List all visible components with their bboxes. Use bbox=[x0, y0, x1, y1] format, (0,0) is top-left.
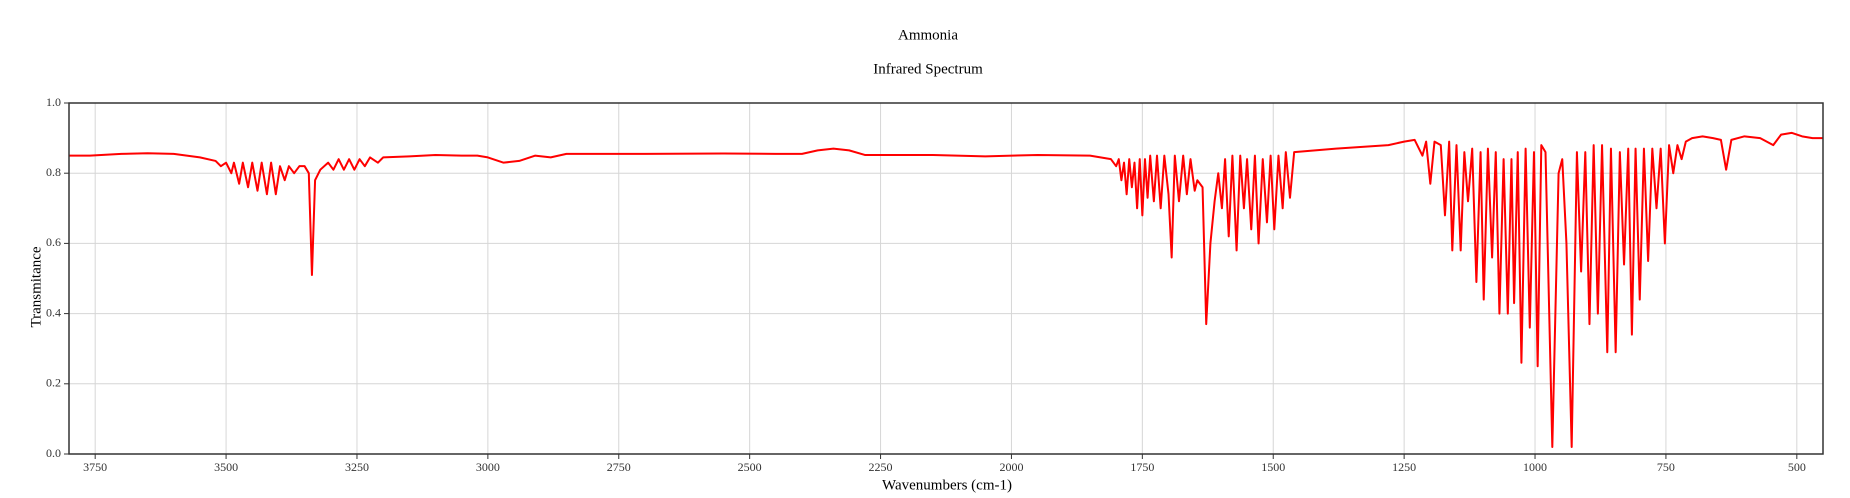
x-tick-label: 2250 bbox=[869, 460, 893, 474]
x-tick-label: 3500 bbox=[214, 460, 238, 474]
x-tick-label: 2000 bbox=[999, 460, 1023, 474]
plot-frame bbox=[68, 102, 1824, 455]
x-tick-label: 2750 bbox=[607, 460, 631, 474]
x-tick-label: 3000 bbox=[476, 460, 500, 474]
y-tick-label: 0.2 bbox=[46, 376, 61, 390]
x-tick-label: 2500 bbox=[738, 460, 762, 474]
x-tick-label: 1000 bbox=[1523, 460, 1547, 474]
x-tick-label: 3750 bbox=[83, 460, 107, 474]
y-tick-label: 0.8 bbox=[46, 165, 61, 179]
x-tick-label: 1250 bbox=[1392, 460, 1416, 474]
x-tick-label: 3250 bbox=[345, 460, 369, 474]
x-tick-label: 500 bbox=[1788, 460, 1806, 474]
y-tick-label: 0.6 bbox=[46, 235, 61, 249]
x-axis-label: Wavenumbers (cm-1) bbox=[882, 477, 1012, 493]
x-tick-label: 1500 bbox=[1261, 460, 1285, 474]
y-tick-label: 0.4 bbox=[46, 305, 61, 319]
y-axis-label: Transmitance bbox=[28, 246, 44, 327]
chart-subtitle: Infrared Spectrum bbox=[873, 61, 983, 77]
spectrum-line bbox=[69, 131, 1823, 448]
x-tick-label: 750 bbox=[1657, 460, 1675, 474]
y-tick-label: 1.0 bbox=[46, 95, 61, 109]
x-tick-label: 1750 bbox=[1130, 460, 1154, 474]
chart-title: Ammonia bbox=[898, 27, 958, 43]
y-tick-label: 0.0 bbox=[46, 446, 61, 460]
